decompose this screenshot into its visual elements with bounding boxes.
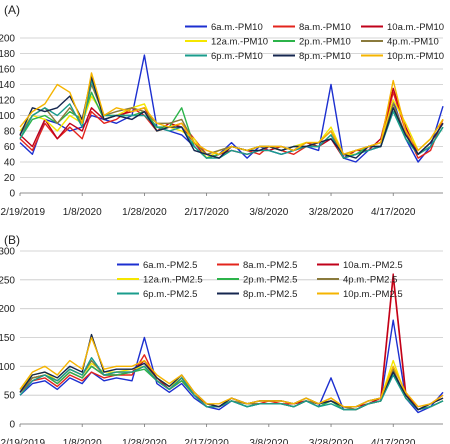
legend-label: 8a.m.-PM2.5: [243, 260, 297, 271]
legend-label: 8p.m.-PM10: [299, 51, 351, 62]
legend-label: 10p.m.-PM10: [387, 51, 444, 62]
y-tick-label: 50: [4, 391, 16, 402]
legend-label: 2p.m.-PM2.5: [243, 275, 297, 286]
x-tick-label: 1/28/2020: [122, 438, 167, 444]
legend-label: 12a.m.-PM2.5: [143, 275, 203, 286]
legend-label: 10p.m.-PM2.5: [343, 289, 403, 300]
legend-label: 4p.m.-PM10: [387, 37, 439, 48]
y-tick-label: 300: [0, 247, 15, 258]
y-tick-label: 100: [0, 111, 15, 122]
x-tick-label: 2/17/2020: [184, 207, 229, 218]
x-tick-label: 12/19/2019: [0, 438, 45, 444]
legend-label: 8a.m.-PM10: [299, 22, 351, 33]
y-tick-label: 100: [0, 362, 15, 373]
panel-label: (A): [4, 3, 20, 17]
y-tick-label: 40: [4, 158, 16, 169]
y-tick-label: 160: [0, 65, 15, 76]
legend-label: 4p.m.-PM2.5: [343, 275, 397, 286]
y-tick-label: 120: [0, 96, 15, 107]
y-tick-label: 140: [0, 80, 15, 91]
x-tick-label: 3/28/2020: [309, 438, 354, 444]
x-tick-label: 3/8/2020: [249, 438, 288, 444]
x-tick-label: 1/8/2020: [63, 207, 102, 218]
y-tick-label: 200: [0, 34, 15, 45]
y-tick-label: 0: [9, 189, 15, 200]
legend-label: 6p.m.-PM2.5: [143, 289, 197, 300]
y-tick-label: 150: [0, 333, 15, 344]
legend-label: 10a.m.-PM2.5: [343, 260, 403, 271]
series-line-7: [19, 357, 444, 411]
x-tick-label: 1/8/2020: [63, 438, 102, 444]
x-tick-label: 1/28/2020: [122, 207, 167, 218]
panel-label: (B): [4, 233, 20, 247]
y-tick-label: 180: [0, 49, 15, 60]
y-tick-label: 200: [0, 304, 15, 315]
y-tick-label: 20: [4, 173, 16, 184]
series-line-9: [19, 336, 444, 408]
x-tick-label: 12/19/2019: [0, 207, 45, 218]
legend: 6a.m.-PM2.5 8a.m.-PM2.5 10a.m.-PM2.5 12a.m.…: [117, 260, 403, 300]
x-tick-label: 4/17/2020: [371, 207, 416, 218]
legend-label: 6p.m.-PM10: [211, 51, 263, 62]
x-tick-label: 3/8/2020: [249, 207, 288, 218]
y-tick-label: 0: [9, 420, 15, 431]
legend-label: 2p.m.-PM10: [299, 37, 351, 48]
legend-label: 8p.m.-PM2.5: [243, 289, 297, 300]
y-tick-label: 250: [0, 275, 15, 286]
x-tick-label: 3/28/2020: [309, 207, 354, 218]
chart-panel-1: (A) 0 20 40 60 80 100 120 140 160 180 200 12/19/2019…: [0, 3, 444, 218]
y-tick-label: 80: [4, 127, 16, 138]
x-tick-label: 4/17/2020: [371, 438, 416, 444]
series-line-9: [19, 72, 444, 156]
legend-label: 10a.m.-PM10: [387, 22, 444, 33]
legend-label: 12a.m.-PM10: [211, 37, 268, 48]
legend: 6a.m.-PM10 8a.m.-PM10 10a.m.-PM10 12a.m.-PM…: [185, 22, 444, 62]
series-line-7: [19, 79, 444, 159]
x-tick-label: 2/17/2020: [184, 438, 229, 444]
y-tick-label: 60: [4, 142, 16, 153]
legend-label: 6a.m.-PM2.5: [143, 260, 197, 271]
legend-label: 6a.m.-PM10: [211, 22, 263, 33]
chart-panel-2: (B) 0 50 100 150 200 250 300 12/19/2019 1/8/2020 1…: [0, 233, 444, 444]
